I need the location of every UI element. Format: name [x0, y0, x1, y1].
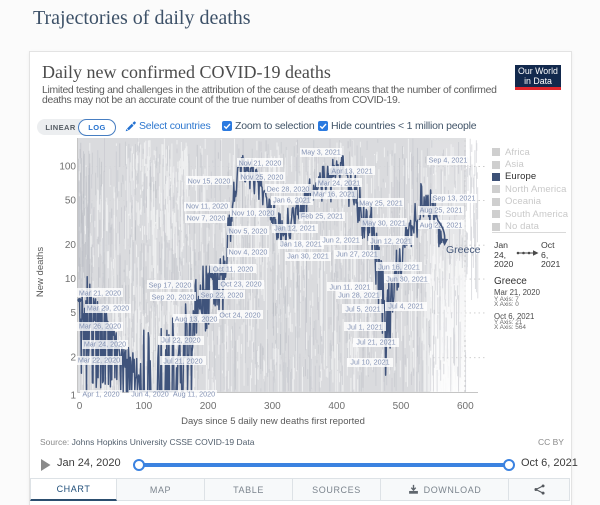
svg-text:0: 0	[77, 401, 83, 412]
svg-text:Jun 11, 2021: Jun 11, 2021	[329, 283, 370, 292]
svg-text:Jun 30, 2021: Jun 30, 2021	[386, 275, 428, 284]
svg-text:600: 600	[457, 401, 474, 412]
svg-text:Days since 5 daily new deaths: Days since 5 daily new deaths first repo…	[181, 416, 365, 427]
svg-text:Mar 16, 2021: Mar 16, 2021	[313, 190, 355, 199]
svg-text:Aug 13, 2020: Aug 13, 2020	[175, 315, 218, 324]
svg-text:1: 1	[70, 391, 76, 402]
svg-text:Apr 13, 2021: Apr 13, 2021	[331, 167, 372, 176]
svg-text:Sep 20, 2020: Sep 20, 2020	[152, 293, 195, 302]
svg-text:May 3, 2021: May 3, 2021	[301, 148, 341, 157]
svg-text:Mar 29, 2020: Mar 29, 2020	[87, 304, 129, 313]
svg-text:Jul 10, 2021: Jul 10, 2021	[350, 358, 389, 367]
svg-text:Aug 25, 2021: Aug 25, 2021	[420, 206, 463, 215]
svg-text:2: 2	[70, 353, 76, 364]
svg-text:Jun 28, 2021: Jun 28, 2021	[338, 291, 380, 300]
svg-text:Nov 10, 2020: Nov 10, 2020	[232, 209, 275, 218]
svg-text:Oct 11, 2020: Oct 11, 2020	[213, 265, 254, 274]
svg-text:Nov 5, 2020: Nov 5, 2020	[229, 227, 268, 236]
svg-text:Jan 12, 2021: Jan 12, 2021	[274, 224, 316, 233]
svg-text:Sep 22, 2020: Sep 22, 2020	[201, 291, 244, 300]
svg-text:Oct 24, 2020: Oct 24, 2020	[219, 311, 260, 320]
svg-text:Jun 16, 2021: Jun 16, 2021	[378, 263, 420, 272]
svg-text:Feb 25, 2021: Feb 25, 2021	[301, 212, 343, 221]
svg-text:Jul 22, 2020: Jul 22, 2020	[161, 336, 200, 345]
svg-text:10: 10	[65, 274, 77, 285]
svg-text:Mar 26, 2020: Mar 26, 2020	[79, 322, 121, 331]
svg-text:Jun 4, 2020: Jun 4, 2020	[131, 390, 169, 399]
svg-text:Oct 23, 2020: Oct 23, 2020	[220, 280, 261, 289]
svg-text:50: 50	[65, 195, 77, 206]
svg-text:400: 400	[328, 401, 345, 412]
svg-text:Sep 17, 2020: Sep 17, 2020	[149, 281, 192, 290]
svg-text:100: 100	[135, 401, 152, 412]
svg-text:Sep 4, 2021: Sep 4, 2021	[429, 156, 468, 165]
svg-text:Nov 7, 2020: Nov 7, 2020	[187, 214, 226, 223]
svg-text:May 30, 2021: May 30, 2021	[362, 219, 406, 228]
svg-text:Jul 5, 2021: Jul 5, 2021	[345, 305, 380, 314]
svg-text:Jun 12, 2021: Jun 12, 2021	[370, 237, 412, 246]
svg-text:Jul 21, 2021: Jul 21, 2021	[356, 338, 395, 347]
svg-text:300: 300	[264, 401, 281, 412]
svg-text:Aug 11, 2020: Aug 11, 2020	[173, 390, 215, 399]
svg-text:Mar 22, 2020: Mar 22, 2020	[78, 356, 120, 365]
svg-text:100: 100	[59, 162, 76, 173]
svg-text:Jun 2, 2021: Jun 2, 2021	[322, 236, 360, 245]
svg-text:Mar 24, 2020: Mar 24, 2020	[84, 340, 126, 349]
svg-text:Jun 27, 2021: Jun 27, 2021	[336, 250, 378, 259]
svg-text:Nov 15, 2020: Nov 15, 2020	[188, 177, 231, 186]
svg-text:Nov 11, 2020: Nov 11, 2020	[186, 202, 228, 211]
svg-text:Greece: Greece	[446, 244, 481, 256]
svg-text:Apr 1, 2020: Apr 1, 2020	[82, 390, 119, 399]
svg-text:500: 500	[393, 401, 410, 412]
svg-text:5: 5	[70, 308, 76, 319]
svg-text:Jul 1, 2021: Jul 1, 2021	[347, 323, 382, 332]
svg-text:Jul 21, 2020: Jul 21, 2020	[163, 357, 202, 366]
svg-text:Jul 4, 2021: Jul 4, 2021	[388, 302, 423, 311]
svg-text:Mar 24, 2021: Mar 24, 2021	[318, 179, 360, 188]
svg-text:Jan 18, 2021: Jan 18, 2021	[280, 240, 322, 249]
svg-text:Nov 4, 2020: Nov 4, 2020	[229, 248, 268, 257]
svg-text:Nov 21, 2020: Nov 21, 2020	[239, 159, 282, 168]
svg-text:New deaths: New deaths	[35, 247, 46, 297]
svg-text:Jan 6, 2021: Jan 6, 2021	[273, 196, 311, 205]
svg-text:20: 20	[65, 240, 77, 251]
svg-text:Nov 25, 2020: Nov 25, 2020	[241, 173, 284, 182]
svg-text:Jan 30, 2021: Jan 30, 2021	[287, 252, 329, 261]
svg-text:Mar 21, 2020: Mar 21, 2020	[79, 289, 121, 298]
svg-text:200: 200	[200, 401, 217, 412]
svg-text:May 25, 2021: May 25, 2021	[359, 199, 403, 208]
svg-text:Sep 13, 2021: Sep 13, 2021	[433, 194, 476, 203]
svg-text:Dec 28, 2020: Dec 28, 2020	[267, 185, 310, 194]
